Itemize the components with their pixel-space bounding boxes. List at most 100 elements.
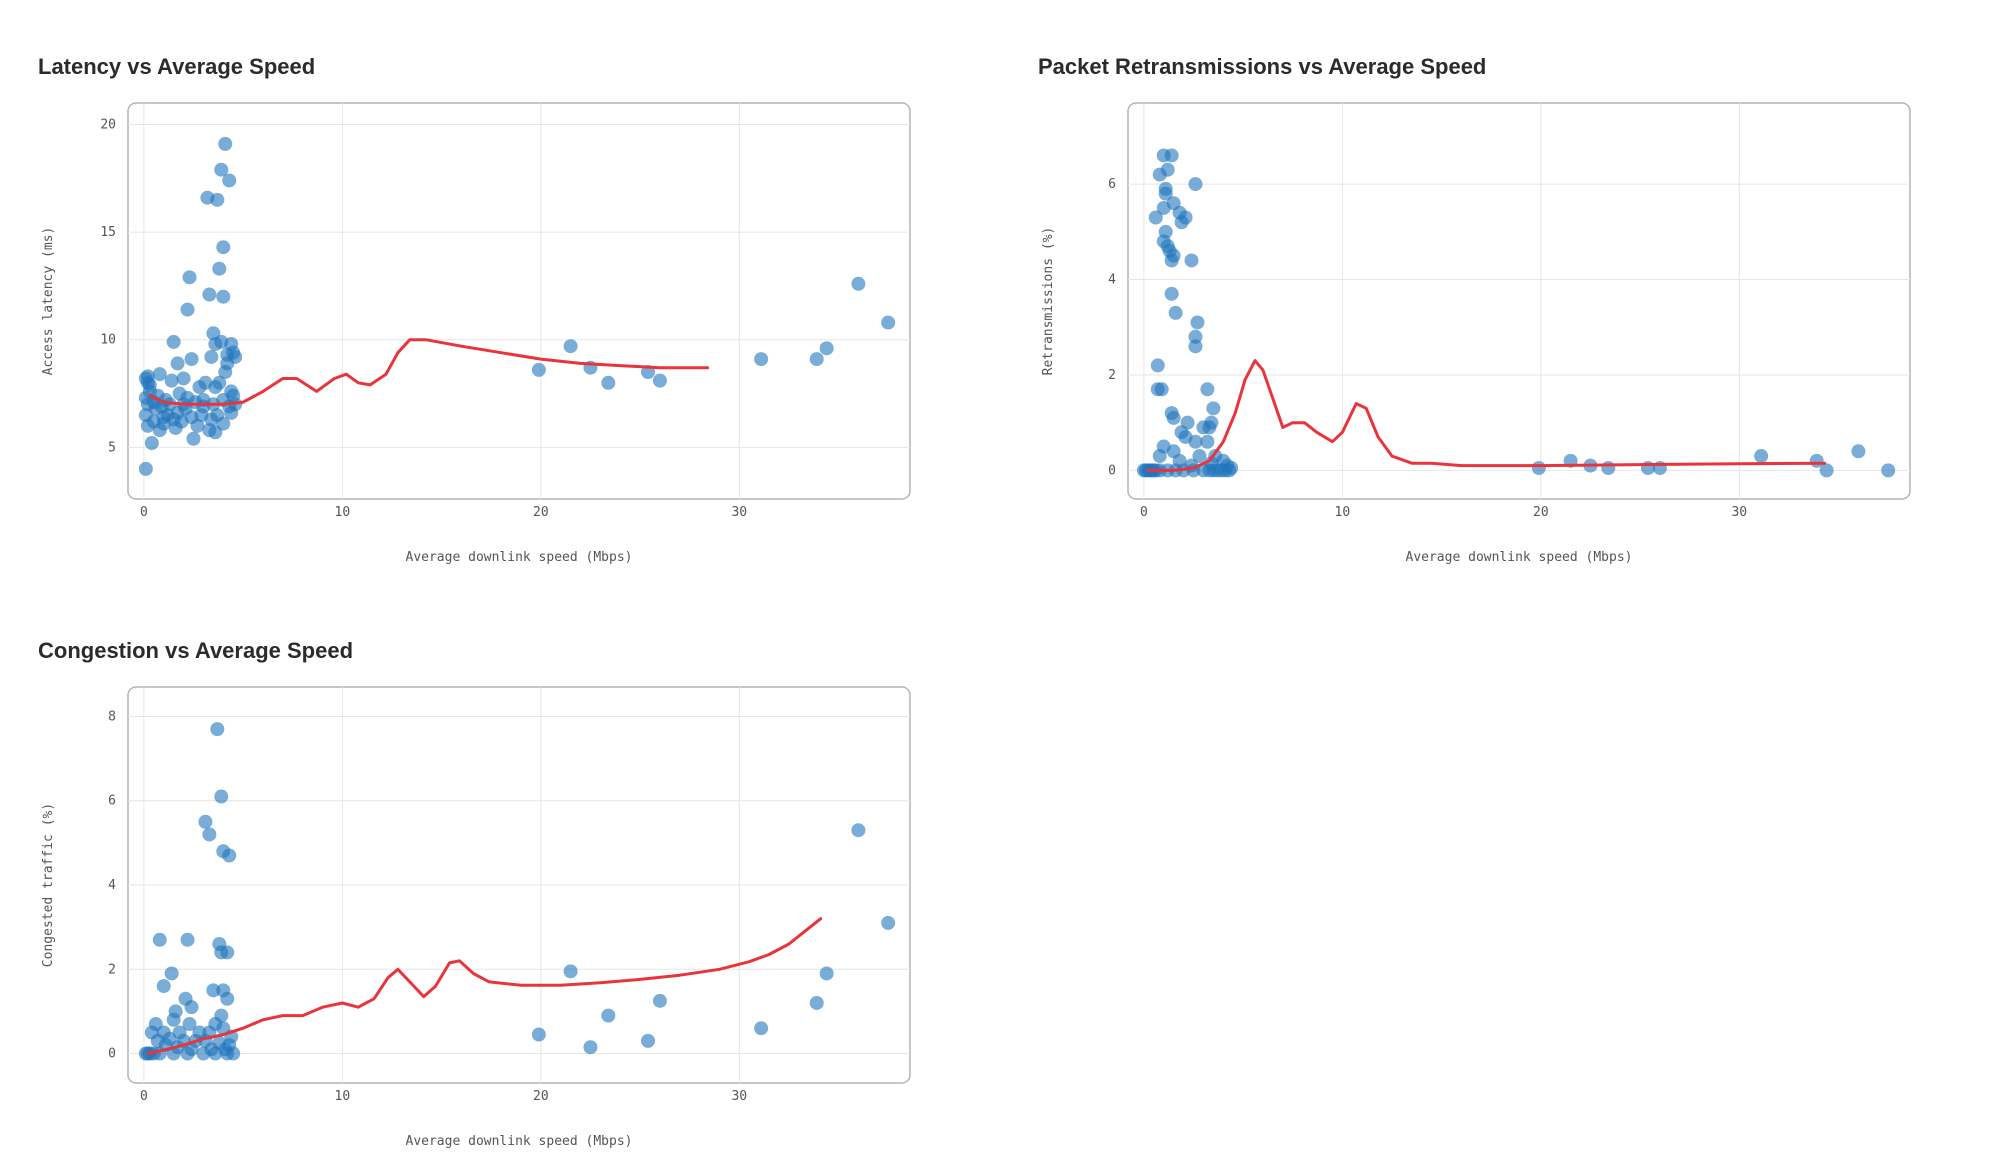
plot-frame [127, 102, 911, 500]
scatter-point [881, 315, 896, 330]
scatter-point [1819, 463, 1834, 478]
scatter-point [1190, 315, 1205, 330]
scatter-point [142, 377, 157, 392]
x-tick-label: 30 [1731, 505, 1747, 520]
y-tick-label: 4 [108, 878, 116, 893]
x-tick-label: 0 [140, 505, 148, 520]
y-tick-label: 2 [1108, 368, 1116, 383]
scatter-point [220, 991, 235, 1006]
y-tick-label: 0 [1108, 463, 1116, 478]
scatter-point [184, 1000, 199, 1015]
scatter-point [198, 814, 213, 829]
scatter-point [222, 848, 237, 863]
scatter-point [176, 371, 191, 386]
scatter-point [144, 436, 159, 451]
scatter-point [809, 995, 824, 1010]
scatter-point [212, 261, 227, 276]
scatter-point [180, 302, 195, 317]
scatter-point [138, 461, 153, 476]
x-axis-label: Average downlink speed (Mbps) [406, 1134, 633, 1149]
scatter-point [202, 287, 217, 302]
scatter-point [1158, 186, 1173, 201]
scatter-point [206, 983, 221, 998]
plot-frame [1127, 102, 1911, 500]
x-tick-label: 10 [335, 505, 351, 520]
scatter-point [156, 979, 171, 994]
scatter-point [196, 399, 211, 414]
scatter-point [1192, 449, 1207, 464]
scatter-point [851, 823, 866, 838]
scatter-point [819, 966, 834, 981]
scatter-point [1224, 460, 1239, 475]
scatter-point [156, 410, 171, 425]
x-tick-label: 10 [1335, 505, 1351, 520]
chart-title: Packet Retransmissions vs Average Speed [1038, 54, 1487, 79]
scatter-point [563, 339, 578, 354]
scatter-point [170, 356, 185, 371]
scatter-point [186, 431, 201, 446]
scatter-point [222, 173, 237, 188]
scatter-point [1148, 210, 1163, 225]
y-tick-label: 4 [1108, 273, 1116, 288]
scatter-point [1200, 382, 1215, 397]
x-tick-label: 20 [533, 1089, 549, 1104]
scatter-point [1531, 460, 1546, 475]
scatter-point [1174, 215, 1189, 230]
scatter-point [220, 945, 235, 960]
scatter-point [208, 1046, 223, 1061]
y-tick-label: 15 [100, 225, 116, 240]
scatter-point [1202, 420, 1217, 435]
y-tick-label: 6 [1108, 177, 1116, 192]
scatter-point [166, 334, 181, 349]
scatter-point [1754, 449, 1769, 464]
congestion-chart: 0 10 20 30 0 2 4 6 8 Average downlink speed (Mbps… [41, 686, 911, 1149]
scatter-point [216, 289, 231, 304]
scatter-point [1851, 444, 1866, 459]
scatter-point [652, 993, 667, 1008]
trend-line [146, 917, 823, 1055]
scatter-point [1150, 358, 1165, 373]
scatter-point [1206, 401, 1221, 416]
chart-title: Congestion vs Average Speed [38, 638, 354, 663]
scatter-point [152, 932, 167, 947]
x-tick-label: 30 [731, 505, 747, 520]
x-tick-label: 30 [731, 1089, 747, 1104]
scatter-point [226, 1046, 241, 1061]
scatter-point [164, 966, 179, 981]
panel-retransmissions: Packet Retransmissions vs Average Speed … [1000, 0, 2000, 584]
panel-latency: Latency vs Average Speed 0 10 20 30 5 10 15 20 A… [0, 0, 1000, 584]
y-axis-label: Congested traffic (%) [41, 803, 56, 967]
scatter-point [1184, 253, 1199, 268]
y-tick-label: 10 [100, 333, 116, 348]
scatter-point [1188, 339, 1203, 354]
scatter-point [531, 362, 546, 377]
scatter-point [601, 1008, 616, 1023]
scatter-point [204, 349, 219, 364]
scatter-point [216, 240, 231, 255]
panel-congestion: Congestion vs Average Speed 0 10 20 30 0 2 4 6 8… [0, 584, 1000, 1168]
y-tick-label: 8 [108, 709, 116, 724]
y-axis-label: Access latency (ms) [41, 227, 56, 376]
scatter-point [754, 352, 769, 367]
scatter-point [196, 1046, 211, 1061]
scatter-point [1164, 286, 1179, 301]
scatter-point [166, 1012, 181, 1027]
scatter-point [1188, 434, 1203, 449]
scatter-point [210, 722, 225, 737]
scatter-point [202, 827, 217, 842]
scatter-point [1188, 177, 1203, 192]
scatter-point [1164, 253, 1179, 268]
scatter-point [531, 1027, 546, 1042]
scatter-point [563, 964, 578, 979]
scatter-point [601, 375, 616, 390]
scatter-point [819, 341, 834, 356]
scatter-point [1601, 460, 1616, 475]
x-tick-label: 10 [335, 1089, 351, 1104]
retransmissions-chart: 0 10 20 30 0 2 4 6 Average downlink speed (Mbps)… [1041, 102, 1911, 565]
scatter-point [214, 162, 229, 177]
scatter-point [180, 932, 195, 947]
scatter-point [214, 789, 229, 804]
scatter-point [1164, 148, 1179, 163]
y-tick-label: 6 [108, 794, 116, 809]
scatter-point [1154, 382, 1169, 397]
